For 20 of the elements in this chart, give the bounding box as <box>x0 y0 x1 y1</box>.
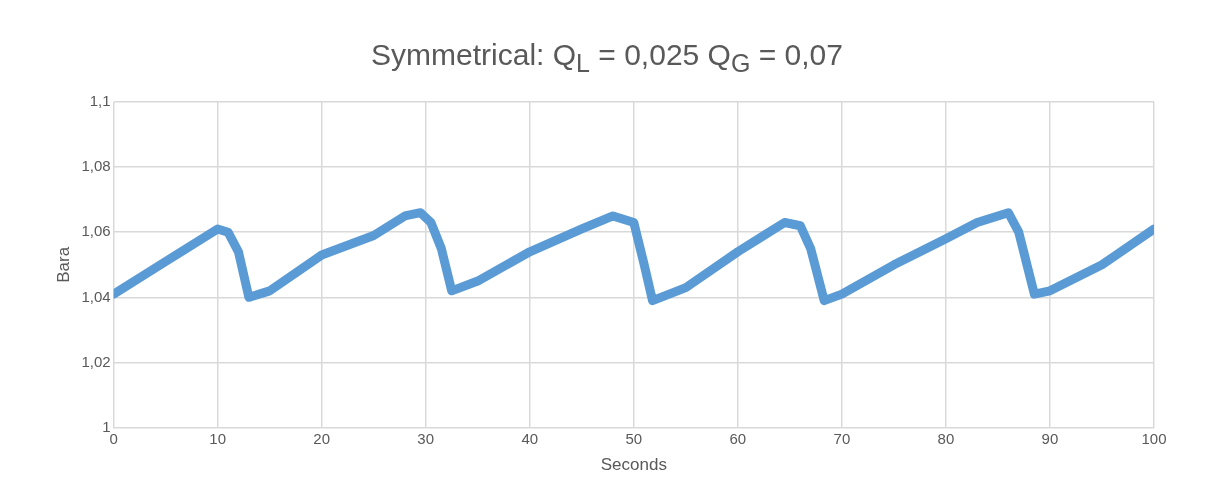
y-tick-label: 1,06 <box>81 222 111 240</box>
y-tick-label: 1,08 <box>81 157 111 175</box>
y-tick-label: 1,1 <box>89 92 111 110</box>
x-tick-label: 20 <box>313 429 331 447</box>
x-tick-label: 90 <box>1041 429 1059 447</box>
y-axis-title: Bara <box>53 246 73 283</box>
chart-title: Symmetrical: Q$_{L}$ = 0,025 Q$_{G}$ = 0,07 <box>370 38 844 78</box>
x-tick-label: 0 <box>109 429 118 447</box>
x-tick-label: 40 <box>521 429 539 447</box>
x-tick-label: 30 <box>417 429 435 447</box>
x-tick-label: 80 <box>937 429 955 447</box>
x-tick-label: 60 <box>729 429 747 447</box>
y-tick-label: 1,02 <box>81 352 111 370</box>
x-tick-label: 50 <box>625 429 643 447</box>
x-tick-label: 10 <box>209 429 226 447</box>
x-tick-label: 70 <box>833 429 851 447</box>
y-tick-label: 1 <box>102 417 111 435</box>
x-tick-label: 100 <box>1141 429 1167 447</box>
x-axis-title: Seconds <box>600 455 667 475</box>
y-tick-label: 1,04 <box>81 287 111 305</box>
